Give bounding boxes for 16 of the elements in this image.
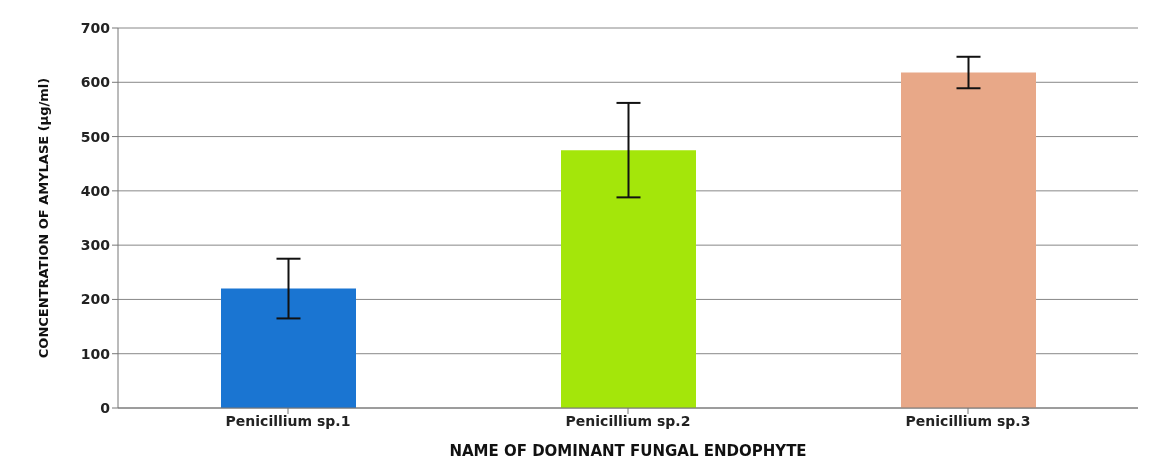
bar: [561, 150, 696, 408]
y-tick-label: 100: [80, 345, 111, 362]
y-tick-label: 700: [80, 19, 111, 36]
y-tick-label: 200: [80, 291, 111, 308]
x-tick-label: Penicillium sp.3: [905, 412, 1031, 429]
x-tick-label: Penicillium sp.2: [565, 412, 691, 429]
y-tick-label: 0: [100, 399, 111, 416]
x-axis-title: NAME OF DOMINANT FUNGAL ENDOPHYTE: [449, 442, 807, 460]
y-tick-label: 600: [80, 74, 111, 91]
y-axis-title: CONCENTRATION OF AMYLASE (µg/ml): [35, 77, 51, 359]
y-tick-label: 500: [80, 128, 111, 145]
bar: [221, 288, 356, 408]
bar: [901, 72, 1036, 408]
x-tick-label: Penicillium sp.1: [225, 412, 351, 429]
y-tick-label: 400: [80, 182, 111, 199]
y-tick-label: 300: [80, 237, 111, 254]
